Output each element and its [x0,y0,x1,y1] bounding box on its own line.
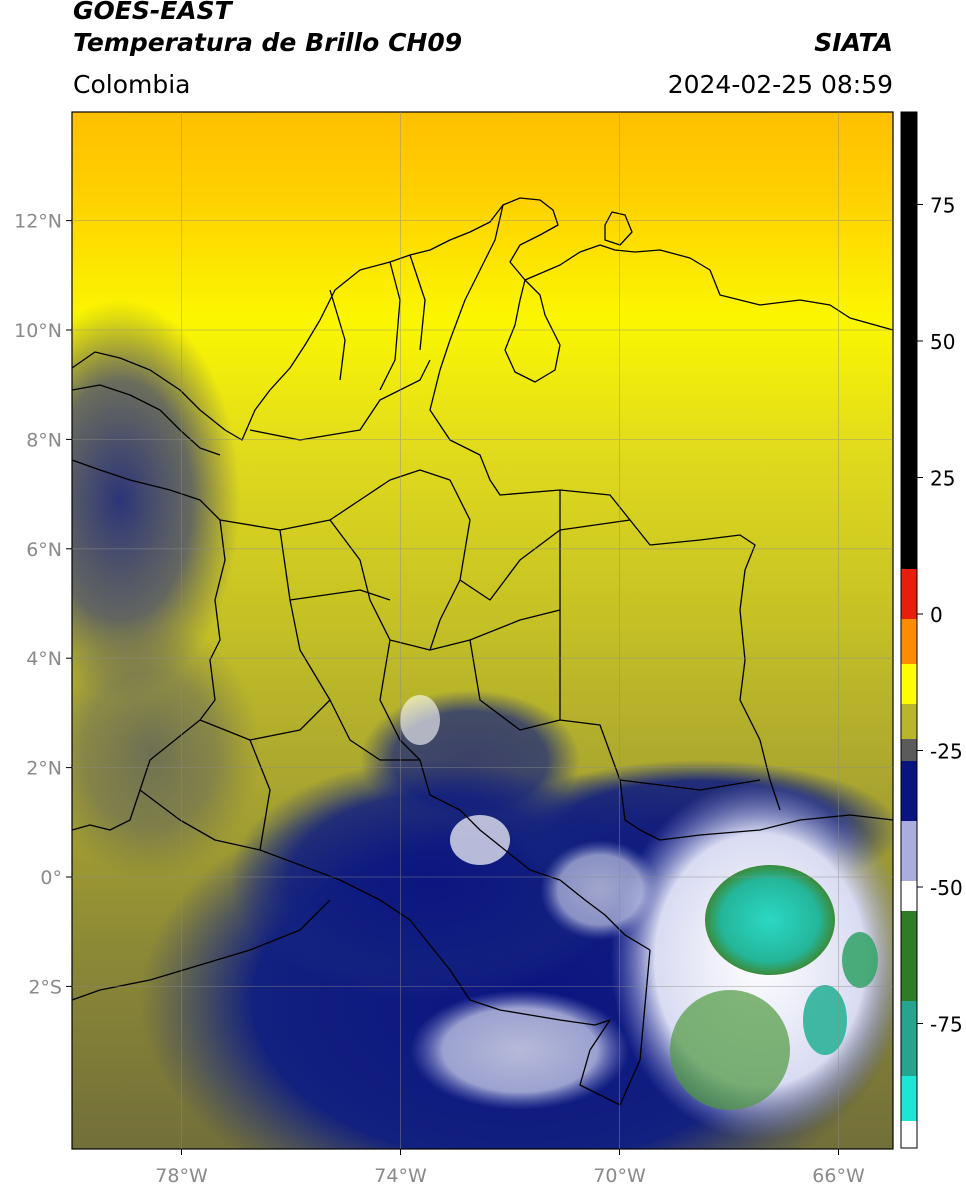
product-title: Temperatura de Brillo CH09 [73,28,463,57]
colorbar-ticks: 75 50 25 0 -25 -50 -75 [917,194,963,1037]
map-frame [71,111,894,1150]
colorbar-tick-label: -25 [930,740,963,764]
longitude-tick-label: 74°W [374,1165,427,1187]
colorbar-segment-gray [901,739,917,761]
colorbar-segment-green [901,911,917,1001]
longitude-tick-label: 66°W [812,1165,865,1187]
colorbar-segment-red [901,569,917,619]
colorbar-tick-label: 50 [930,330,955,354]
inner-borders [199,254,761,851]
darien-coast [72,384,221,456]
colorbar-segment-white [901,881,917,911]
colorbar-tick-label: -75 [930,1013,963,1037]
latitude-tick-label: 2°N [26,758,62,780]
colorbar-segment-cyan [901,1076,917,1121]
colorbar-tick-label: -50 [930,876,963,900]
timestamp-label: 2024-02-25 08:59 [667,70,893,99]
colorbar-tick-label: 25 [930,467,955,491]
region-label: Colombia [73,70,191,99]
longitude-tick-label: 70°W [593,1165,646,1187]
latitude-tick-label: 8°N [26,429,62,451]
peru-border [72,899,331,1001]
satellite-title: GOES-EAST [73,0,232,25]
colorbar-segment-yellow [901,664,917,704]
colorbar-segment-olive [901,704,917,739]
brazil-border [419,759,651,951]
venezuela-border [429,204,781,811]
colorbar-segment-teal [901,1001,917,1076]
longitude-ticks: 78°W 74°W 70°W 66°W [155,1149,865,1187]
latitude-tick-label: 4°N [26,648,62,670]
brightness-temperature-field [72,112,893,1149]
graticule [72,112,893,1149]
paraguana-peninsula [604,211,633,246]
caribbean-coastline [72,197,893,441]
colorbar-segment-orange [901,619,917,664]
organization-label: SIATA [814,28,893,57]
colorbar-segment-warm [901,112,917,569]
latitude-tick-label: 10°N [14,320,62,342]
colorbar-tick-label: 75 [930,194,955,218]
maracaibo-lake [504,279,561,383]
longitude-tick-label: 78°W [155,1165,208,1187]
latitude-tick-label: 2°S [28,976,62,998]
colorbar-tick-label: 0 [930,603,943,627]
colorbar-segment-coldest [901,1121,917,1148]
amazon-river-border [559,490,893,841]
pacific-coastline [72,459,226,831]
colorbar-frame [900,111,918,1149]
latitude-tick-label: 6°N [26,539,62,561]
map-outline [72,197,893,1106]
latitude-tick-label: 0° [40,867,62,889]
colorbar-segment-navy [901,761,917,821]
latitude-tick-label: 12°N [14,211,62,233]
latitude-ticks: 12°N 10°N 8°N 6°N 4°N 2°N 0° 2°S [14,211,72,998]
ecuador-border [139,789,651,1106]
colorbar: 75 50 25 0 -25 -50 -75 [900,111,963,1149]
colorbar-segment-lavender [901,821,917,881]
